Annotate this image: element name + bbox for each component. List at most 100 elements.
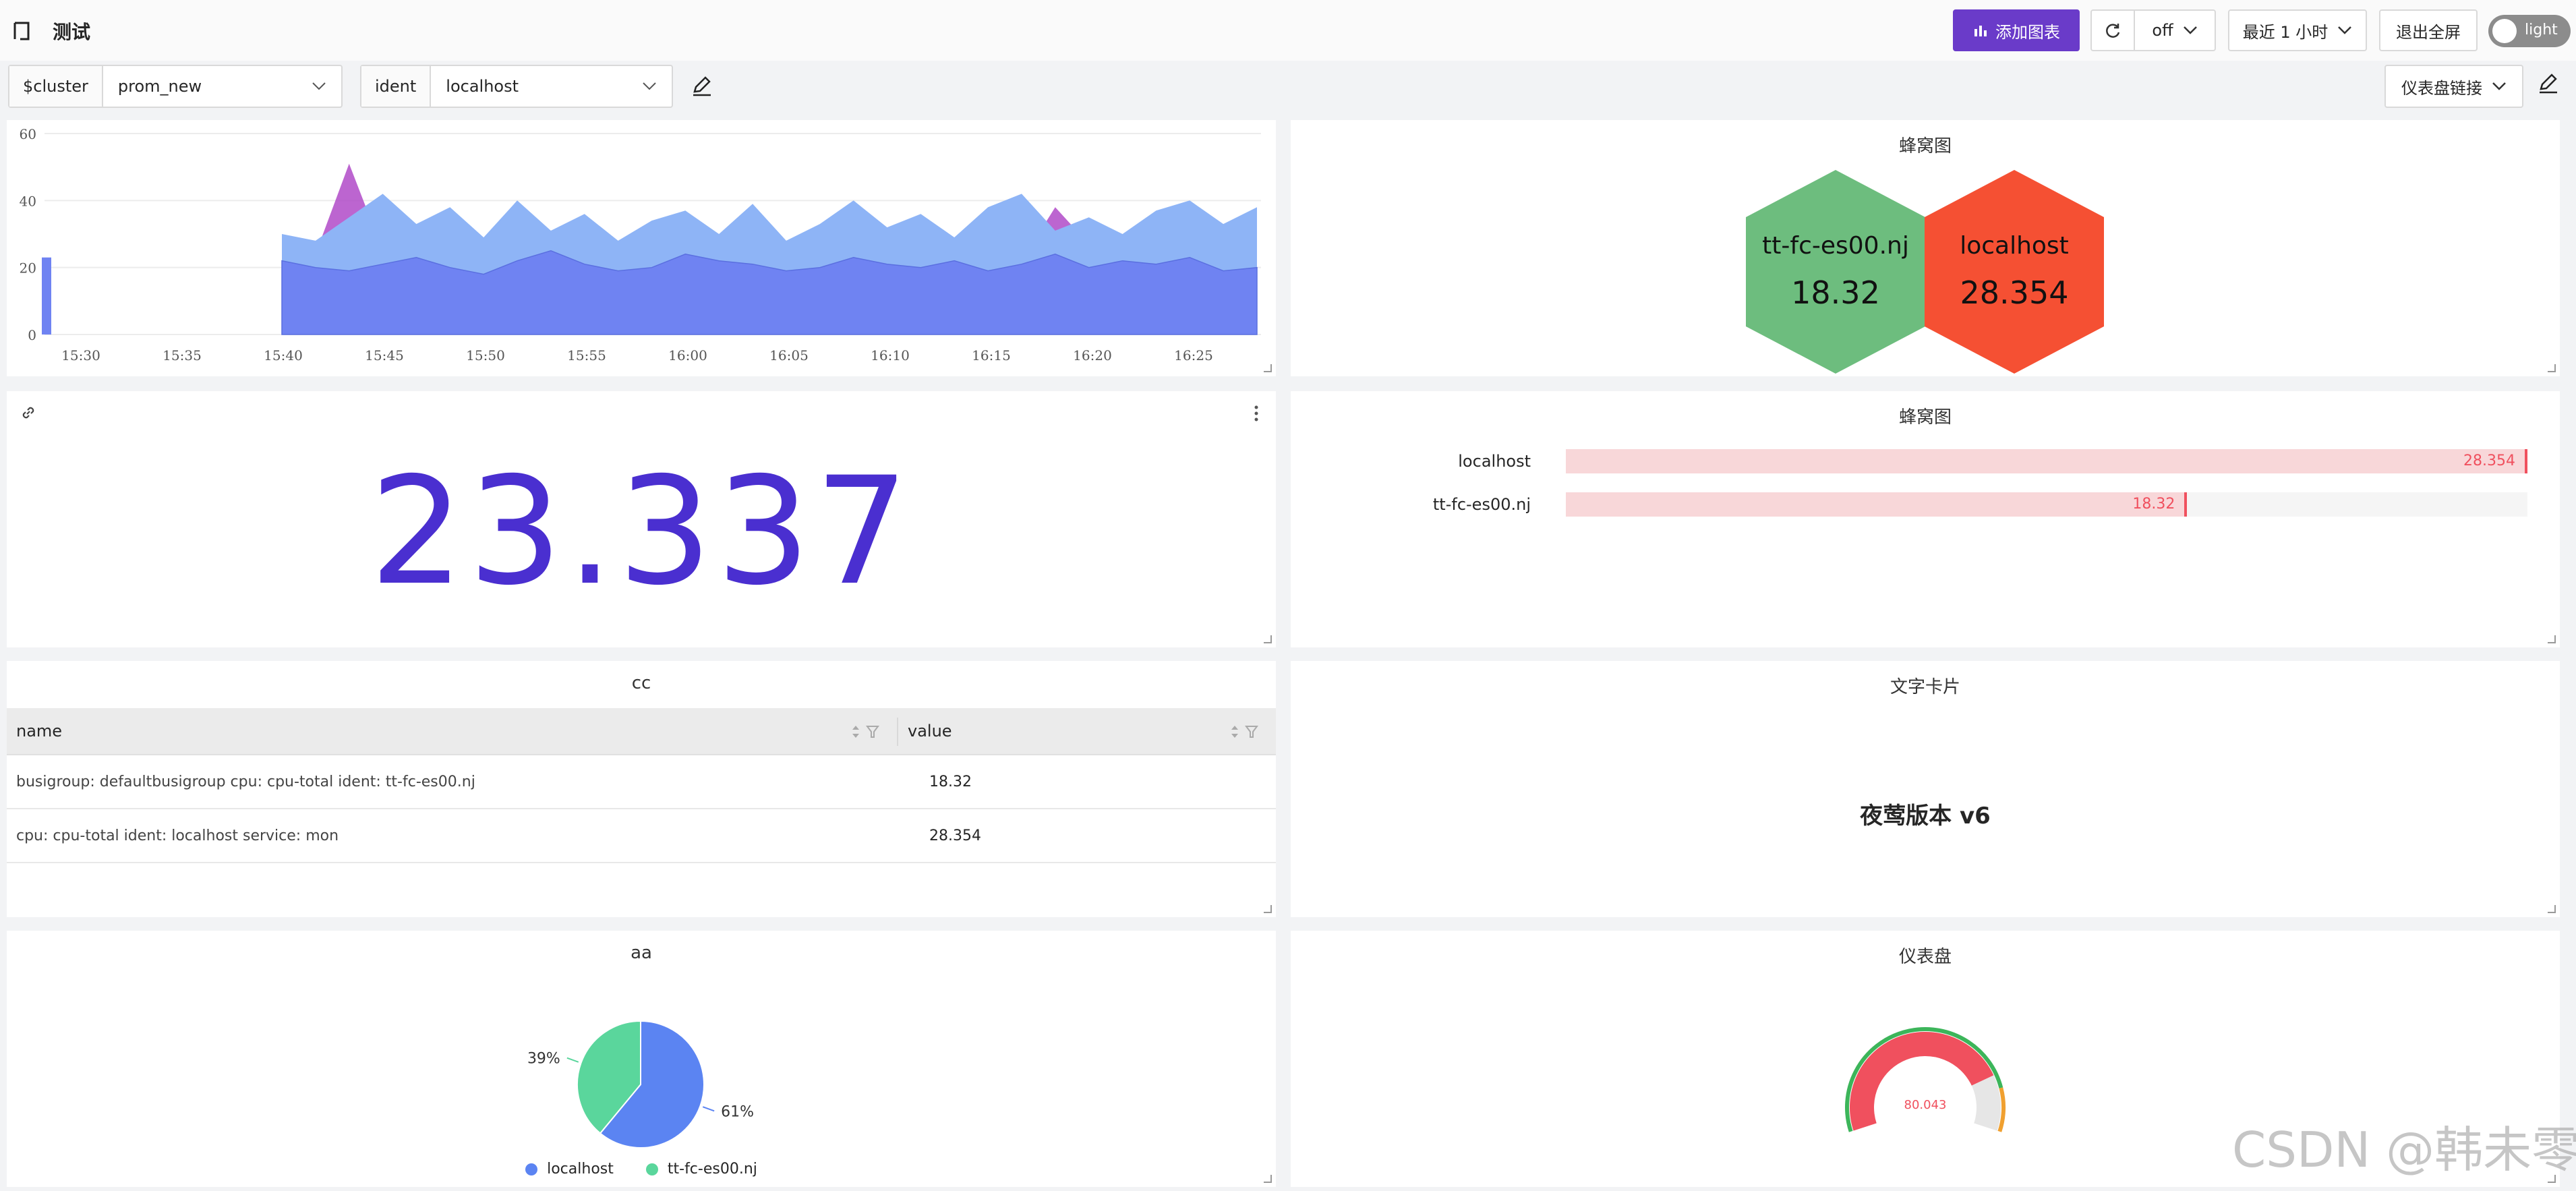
bar-track: 28.354 xyxy=(1566,449,2527,473)
table-row[interactable]: cpu: cpu-total ident: localhost service:… xyxy=(7,809,1276,863)
panel-title: 文字卡片 xyxy=(1890,677,1960,697)
exit-fullscreen-label: 退出全屏 xyxy=(2396,22,2461,42)
timeseries-panel[interactable]: 0 20 40 60 15:30 15:35 15:40 15:45 15:50 15:55 16:… xyxy=(7,120,1276,376)
gauge-panel[interactable]: 仪表盘 80.043 xyxy=(1291,931,2560,1187)
resize-handle[interactable] xyxy=(2548,364,2556,372)
exit-fullscreen-button[interactable]: 退出全屏 xyxy=(2379,9,2478,51)
bar-gauge-panel[interactable]: 蜂窝图 localhost 28.354 tt-fc-es00.nj 18.32 xyxy=(1291,391,2560,647)
pie-label-line xyxy=(566,1057,579,1063)
add-chart-label: 添加图表 xyxy=(1995,22,2060,42)
bar-row[interactable]: tt-fc-es00.nj 18.32 xyxy=(1291,492,2560,517)
pie-panel[interactable]: aa 61% 39% localhost tt-fc-es00.nj xyxy=(7,931,1276,1187)
more-menu-icon[interactable] xyxy=(1253,405,1260,422)
gauge-threshold-band xyxy=(1997,1087,2006,1132)
hex-label: tt-fc-es00.nj xyxy=(1762,232,1909,260)
x-tick-label: 15:45 xyxy=(365,347,404,364)
bar-value: 28.354 xyxy=(2463,453,2515,469)
x-tick-label: 16:05 xyxy=(769,347,809,364)
sort-filter-icon[interactable] xyxy=(1229,723,1261,740)
resize-handle[interactable] xyxy=(1264,635,1272,643)
y-tick-label: 20 xyxy=(20,260,36,277)
hex-value: 18.32 xyxy=(1791,274,1880,311)
table-panel[interactable]: cc name value busigroup: defaultbusigrou… xyxy=(7,661,1276,917)
pie-slice[interactable] xyxy=(577,1020,641,1134)
time-range-value: 最近 1 小时 xyxy=(2242,22,2329,42)
chevron-down-icon xyxy=(2492,82,2506,90)
resize-handle[interactable] xyxy=(2548,1175,2556,1183)
table-row[interactable]: busigroup: defaultbusigroup cpu: cpu-tot… xyxy=(7,755,1276,809)
dashboard-link-select[interactable]: 仪表盘链接 xyxy=(2384,65,2523,108)
timeseries-chart: 0 20 40 60 15:30 15:35 15:40 15:45 15:50 15:55 16:… xyxy=(20,126,1261,364)
variable-ident[interactable]: ident localhost xyxy=(360,65,673,108)
edit-links-icon[interactable] xyxy=(2537,71,2560,94)
refresh-icon xyxy=(2106,24,2120,38)
hex-value: 28.354 xyxy=(1960,274,2069,311)
x-tick-label: 15:50 xyxy=(466,347,505,364)
x-tick-label: 15:55 xyxy=(567,347,606,364)
pie-legend: localhost tt-fc-es00.nj xyxy=(7,1161,1276,1178)
theme-toggle-label: light xyxy=(2525,22,2558,38)
x-tick-label: 15:40 xyxy=(264,347,303,364)
refresh-button[interactable] xyxy=(2090,9,2135,51)
gauge-chart: 80.043 xyxy=(1845,1027,2006,1132)
refresh-interval-select[interactable]: off xyxy=(2134,9,2216,51)
resize-handle[interactable] xyxy=(2548,635,2556,643)
hex-cell-localhost[interactable] xyxy=(1925,170,2104,374)
text-card-panel[interactable]: 文字卡片 夜莺版本 v6 xyxy=(1291,661,2560,917)
gauge-value: 80.043 xyxy=(1904,1098,1947,1112)
bar-label: localhost xyxy=(1458,452,1531,471)
legend-label: localhost xyxy=(547,1161,614,1178)
variable-value: prom_new xyxy=(117,77,202,96)
hex-cell-tt-fc[interactable] xyxy=(1746,170,1925,374)
edit-variables-icon[interactable] xyxy=(691,74,713,97)
variable-cluster[interactable]: $cluster prom_new xyxy=(8,65,343,108)
dashboard-link-label: 仪表盘链接 xyxy=(2401,78,2482,98)
y-tick-label: 0 xyxy=(28,327,36,343)
series-area[interactable] xyxy=(281,250,1258,335)
chart-add-icon xyxy=(1974,26,1987,36)
resize-handle[interactable] xyxy=(2548,905,2556,913)
add-chart-button[interactable]: 添加图表 xyxy=(1953,9,2080,51)
resize-handle[interactable] xyxy=(1264,905,1272,913)
legend-dot xyxy=(525,1163,538,1175)
back-icon[interactable] xyxy=(9,19,34,43)
table-cell-name: cpu: cpu-total ident: localhost service:… xyxy=(16,827,339,844)
cluster-select[interactable]: prom_new xyxy=(103,66,341,107)
x-tick-label: 16:20 xyxy=(1073,347,1112,364)
x-tick-label: 16:25 xyxy=(1174,347,1213,364)
ident-select[interactable]: localhost xyxy=(431,66,672,107)
variable-value: localhost xyxy=(446,77,519,96)
panel-title: 仪表盘 xyxy=(1898,947,1952,967)
bar-row[interactable]: localhost 28.354 xyxy=(1291,449,2560,473)
toggle-knob xyxy=(2492,19,2517,43)
honeycomb-chart: tt-fc-es00.nj 18.32 localhost 28.354 xyxy=(1746,170,2104,374)
resize-handle[interactable] xyxy=(1264,364,1272,372)
pie-slice[interactable] xyxy=(599,1020,705,1149)
theme-toggle[interactable]: light xyxy=(2488,15,2571,47)
stat-panel[interactable]: 23.337 xyxy=(7,391,1276,647)
top-bar: 测试 添加图表 off 最近 1 小时 退出全屏 light xyxy=(0,0,2576,61)
x-tick-label: 16:00 xyxy=(668,347,707,364)
table-header: name value xyxy=(7,708,1276,755)
sort-filter-icon[interactable] xyxy=(850,723,882,740)
column-header-value[interactable]: value xyxy=(908,722,952,740)
chevron-down-icon xyxy=(312,82,326,90)
pie-label-line xyxy=(702,1106,715,1112)
early-data-blip xyxy=(42,257,51,335)
legend-item[interactable]: localhost xyxy=(525,1161,614,1178)
x-tick-label: 16:10 xyxy=(871,347,910,364)
time-range-picker[interactable]: 最近 1 小时 xyxy=(2228,9,2367,51)
column-header-name[interactable]: name xyxy=(16,722,63,740)
chevron-down-icon xyxy=(2338,26,2352,34)
pie-chart: 61% 39% xyxy=(527,1020,754,1149)
page-title: 测试 xyxy=(53,21,91,43)
honeycomb-panel[interactable]: 蜂窝图 tt-fc-es00.nj 18.32 localhost 28.354 xyxy=(1291,120,2560,376)
legend-label: tt-fc-es00.nj xyxy=(667,1161,757,1178)
legend-item[interactable]: tt-fc-es00.nj xyxy=(645,1161,757,1178)
chevron-down-icon xyxy=(2183,26,2197,34)
gauge-value-arc[interactable] xyxy=(1850,1032,1994,1131)
pie-slice-label: 61% xyxy=(721,1103,754,1120)
resize-handle[interactable] xyxy=(1264,1175,1272,1183)
panel-title: 蜂窝图 xyxy=(1898,407,1952,428)
link-icon[interactable] xyxy=(19,403,38,422)
